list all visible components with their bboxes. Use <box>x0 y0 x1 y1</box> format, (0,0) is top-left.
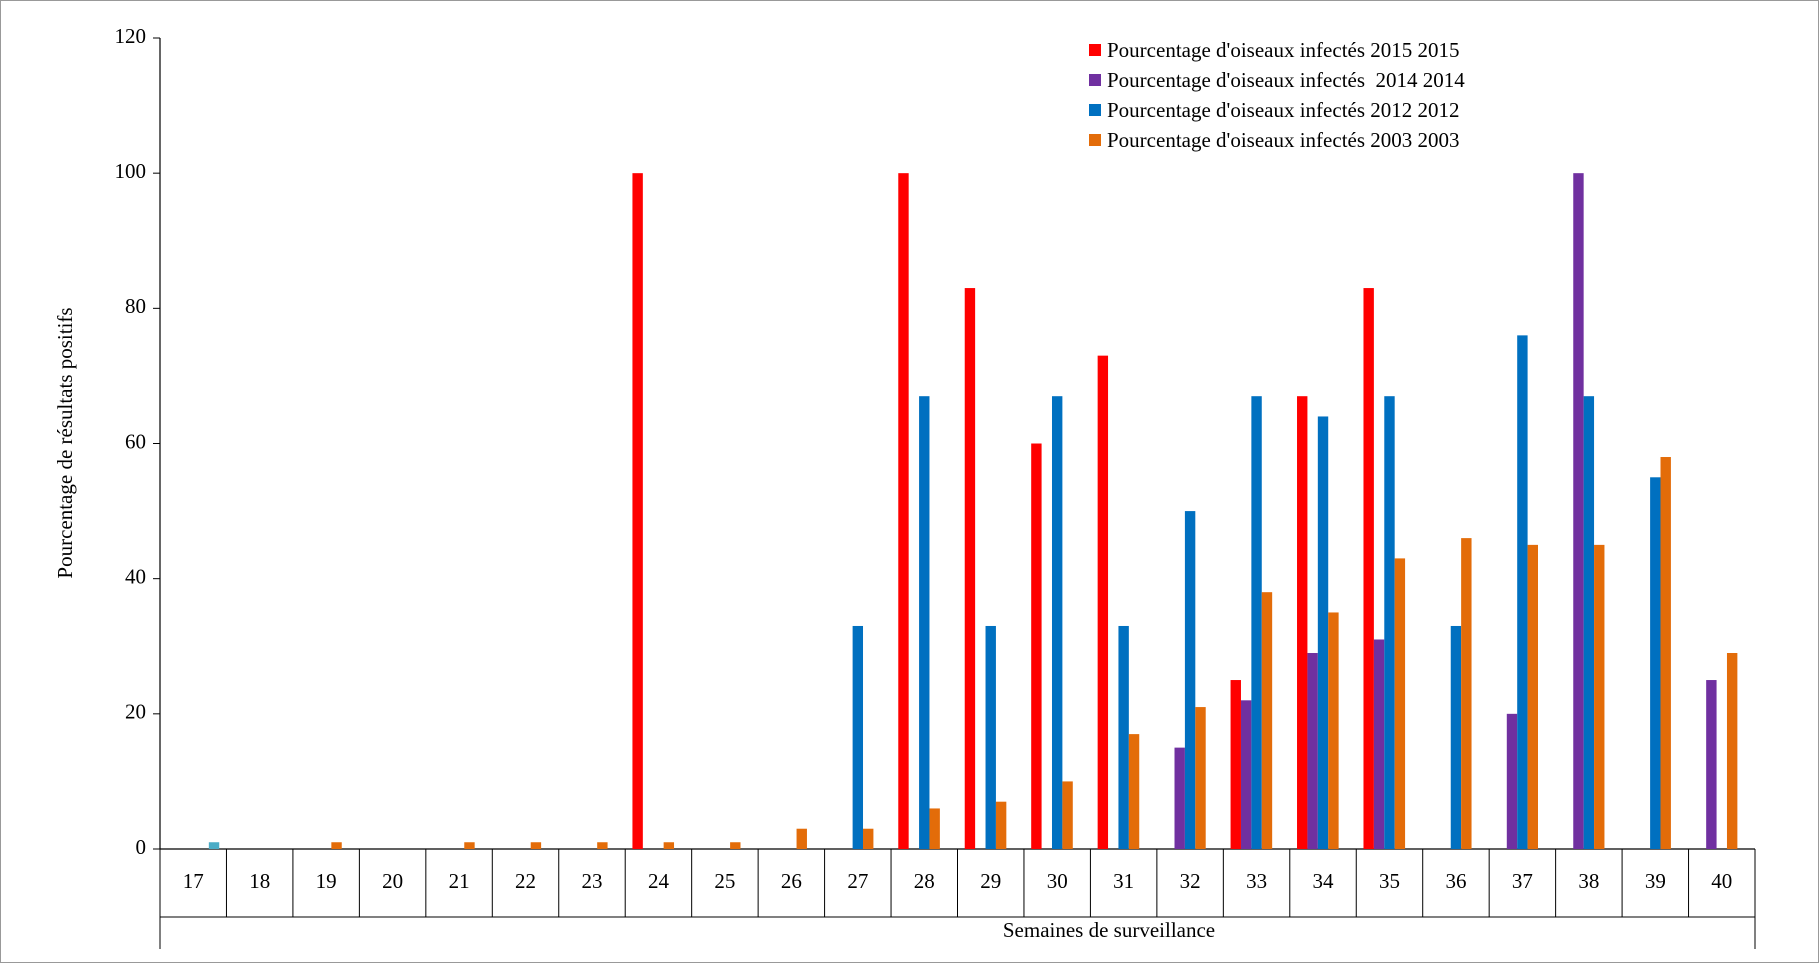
bar <box>1450 625 1462 849</box>
legend-swatch <box>1089 134 1101 146</box>
bar <box>1317 416 1329 849</box>
legend-label: Pourcentage d'oiseaux infectés 2015 2015 <box>1107 38 1460 62</box>
legend-swatch <box>1089 104 1101 116</box>
bar <box>919 396 930 849</box>
bar <box>632 173 643 849</box>
bar <box>985 625 996 849</box>
bar <box>1031 443 1042 849</box>
x-tick-label: 39 <box>1645 869 1666 893</box>
bar <box>863 828 874 849</box>
bar <box>1230 680 1241 849</box>
bar <box>1118 625 1129 849</box>
x-tick-label: 17 <box>183 869 204 893</box>
x-tick-label: 18 <box>249 869 270 893</box>
x-tick-label: 22 <box>515 869 536 893</box>
legend-item: Pourcentage d'oiseaux infectés 2012 2012 <box>1089 95 1529 125</box>
legend: Pourcentage d'oiseaux infectés 2015 2015… <box>1089 35 1529 155</box>
bar <box>1527 544 1538 849</box>
bar <box>1240 700 1252 849</box>
bar <box>796 828 807 849</box>
bar <box>208 842 220 849</box>
x-tick-label: 29 <box>980 869 1001 893</box>
legend-item: Pourcentage d'oiseaux infectés 2014 2014 <box>1089 65 1529 95</box>
bar <box>1660 457 1671 849</box>
bar <box>1261 592 1273 849</box>
bar <box>1573 173 1584 849</box>
bar <box>1461 538 1472 849</box>
legend-label: Pourcentage d'oiseaux infectés 2012 2012 <box>1107 98 1460 122</box>
bar <box>1517 335 1528 849</box>
y-tick-label: 40 <box>125 564 146 588</box>
legend-label: Pourcentage d'oiseaux infectés 2014 2014 <box>1107 68 1465 92</box>
y-tick-label: 100 <box>115 159 147 183</box>
y-tick-label: 80 <box>125 294 146 318</box>
bar <box>1097 355 1109 849</box>
legend-label: Pourcentage d'oiseaux infectés 2003 2003 <box>1107 128 1460 152</box>
x-tick-label: 21 <box>449 869 470 893</box>
x-tick-label: 34 <box>1313 869 1335 893</box>
bar <box>1128 734 1140 849</box>
legend-swatch <box>1089 74 1101 86</box>
x-tick-label: 33 <box>1246 869 1267 893</box>
bar <box>1051 396 1063 849</box>
bar <box>1184 511 1196 849</box>
bar <box>1583 396 1595 849</box>
bar <box>1650 477 1661 849</box>
bar <box>331 842 342 849</box>
bar <box>597 842 608 849</box>
x-tick-label: 32 <box>1180 869 1201 893</box>
bar <box>464 842 475 849</box>
legend-item: Pourcentage d'oiseaux infectés 2003 2003 <box>1089 125 1529 155</box>
x-tick-label: 40 <box>1711 869 1732 893</box>
x-tick-label: 20 <box>382 869 403 893</box>
bar <box>1726 653 1738 849</box>
y-tick-label: 0 <box>136 835 147 859</box>
bar <box>1297 396 1308 849</box>
bar <box>1174 747 1185 849</box>
x-tick-label: 28 <box>914 869 935 893</box>
bar <box>1384 396 1395 849</box>
bar <box>1594 544 1605 849</box>
x-tick-label: 30 <box>1047 869 1068 893</box>
y-tick-label: 60 <box>125 429 146 453</box>
bar <box>1251 396 1262 849</box>
bar <box>1195 707 1206 849</box>
x-tick-label: 35 <box>1379 869 1400 893</box>
bar <box>1363 288 1374 849</box>
y-axis-label: Pourcentage de résultats positifs <box>53 307 77 578</box>
bar <box>1062 781 1073 849</box>
x-tick-label: 23 <box>581 869 602 893</box>
x-tick-label: 37 <box>1512 869 1533 893</box>
bar <box>1307 653 1318 849</box>
x-axis-label: Semaines de surveillance <box>1003 918 1215 942</box>
bar <box>530 842 542 849</box>
bar <box>730 842 741 849</box>
x-tick-label: 26 <box>781 869 802 893</box>
x-tick-label: 24 <box>648 869 670 893</box>
bar <box>663 842 675 849</box>
x-tick-label: 19 <box>316 869 337 893</box>
x-tick-label: 38 <box>1578 869 1599 893</box>
x-tick-label: 31 <box>1113 869 1134 893</box>
y-tick-label: 20 <box>125 700 146 724</box>
bar <box>898 173 909 849</box>
bar <box>852 625 864 849</box>
x-tick-label: 27 <box>847 869 868 893</box>
bar <box>1373 639 1385 849</box>
bar <box>1328 612 1339 849</box>
bar <box>995 801 1007 849</box>
bar <box>1506 713 1518 849</box>
bar <box>964 288 976 849</box>
bar <box>929 808 940 849</box>
legend-item: Pourcentage d'oiseaux infectés 2015 2015 <box>1089 35 1529 65</box>
x-tick-label: 36 <box>1445 869 1466 893</box>
bar <box>1706 680 1717 849</box>
x-tick-label: 25 <box>714 869 735 893</box>
legend-swatch <box>1089 44 1101 56</box>
y-tick-label: 120 <box>115 24 147 48</box>
bar <box>1394 558 1406 849</box>
